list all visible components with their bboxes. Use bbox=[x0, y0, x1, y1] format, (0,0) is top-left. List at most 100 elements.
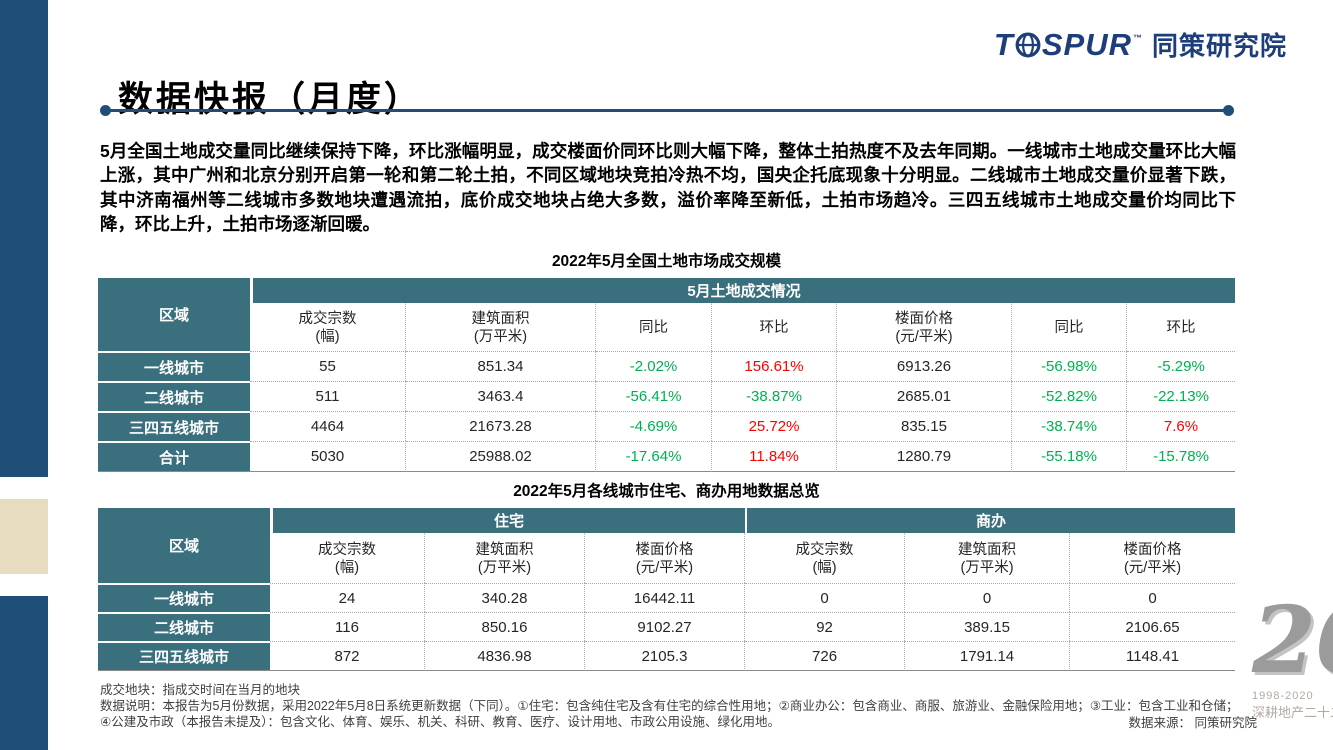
cell: 116 bbox=[270, 612, 425, 641]
col-header: 成交宗数 (幅) bbox=[270, 533, 425, 583]
table2-title: 2022年5月各线城市住宅、商办用地数据总览 bbox=[513, 483, 820, 500]
cell: 0 bbox=[745, 583, 906, 612]
col-header: 建筑面积 (万平米) bbox=[905, 533, 1071, 583]
anniversary-watermark: 20 1998-2020 深耕地产二十二年 bbox=[1252, 592, 1333, 721]
cell: -15.78% bbox=[1127, 441, 1236, 472]
cell: 16442.11 bbox=[585, 583, 746, 612]
cell: 25988.02 bbox=[406, 441, 596, 472]
cell: -38.87% bbox=[712, 381, 837, 411]
table1-group-header: 5月土地成交情况 bbox=[250, 278, 1236, 303]
cell: -2.02% bbox=[596, 351, 712, 381]
cell: 1791.14 bbox=[905, 641, 1071, 671]
cell: -5.29% bbox=[1127, 351, 1236, 381]
trademark-mark: ™ bbox=[1132, 32, 1143, 43]
cell: 2685.01 bbox=[837, 381, 1012, 411]
cell: 726 bbox=[745, 641, 906, 671]
sidebar-navy-top bbox=[0, 0, 48, 477]
cell: 0 bbox=[1070, 583, 1236, 612]
cell: 156.61% bbox=[712, 351, 837, 381]
cell: 4464 bbox=[250, 411, 406, 441]
cell: 1280.79 bbox=[837, 441, 1012, 472]
cell: 5030 bbox=[250, 441, 406, 472]
row-label: 二线城市 bbox=[98, 612, 270, 641]
sidebar-navy-bottom bbox=[0, 596, 48, 750]
watermark-years: 1998-2020 bbox=[1252, 690, 1314, 702]
row-label: 三四五线城市 bbox=[98, 411, 250, 441]
col-header: 成交宗数 (幅) bbox=[745, 533, 906, 583]
col-header: 建筑面积 (万平米) bbox=[425, 533, 585, 583]
national-land-table: 区域 5月土地成交情况 成交宗数 (幅) 建筑面积 (万平米) 同比 环比 楼面… bbox=[98, 278, 1236, 472]
tospur-wordmark: T SPUR ™ bbox=[994, 27, 1143, 63]
row-label: 一线城市 bbox=[98, 351, 250, 381]
watermark-20-logo: 20 bbox=[1252, 586, 1333, 694]
cell: 6913.26 bbox=[837, 351, 1012, 381]
residential-group-header: 住宅 bbox=[270, 508, 746, 533]
watermark-slogan: 深耕地产二十二年 bbox=[1252, 705, 1333, 720]
cell: -17.64% bbox=[596, 441, 712, 472]
col-header: 成交宗数 (幅) bbox=[250, 303, 406, 351]
table1-title: 2022年5月全国土地市场成交规模 bbox=[551, 253, 782, 270]
cell: 24 bbox=[270, 583, 425, 612]
row-label: 合计 bbox=[98, 441, 250, 472]
table1-region-header: 区域 bbox=[98, 278, 250, 351]
sidebar-beige-square bbox=[0, 499, 48, 574]
footnotes: 成交地块：指成交时间在当月的地块 数据说明：本报告为5月份数据，采用2022年5… bbox=[100, 682, 1260, 730]
cell: 9102.27 bbox=[585, 612, 746, 641]
cell: 0 bbox=[905, 583, 1071, 612]
logo-cn-name: 同策研究院 bbox=[1151, 31, 1287, 61]
cell: -52.82% bbox=[1012, 381, 1127, 411]
tier-city-table-block: 2022年5月各线城市住宅、商办用地数据总览 区域 住宅 商办 成交宗数 (幅)… bbox=[98, 479, 1236, 671]
cell: 872 bbox=[270, 641, 425, 671]
row-label: 一线城市 bbox=[98, 583, 270, 612]
cell: 3463.4 bbox=[406, 381, 596, 411]
logo-letter-t: T bbox=[993, 26, 1014, 62]
col-header: 建筑面积 (万平米) bbox=[406, 303, 596, 351]
cell: 55 bbox=[250, 351, 406, 381]
footnote-line: 数据说明：本报告为5月份数据，采用2022年5月8日系统更新数据（下同）。①住宅… bbox=[100, 699, 1239, 713]
cell: -4.69% bbox=[596, 411, 712, 441]
table-row: 一线城市 55 851.34 -2.02% 156.61% 6913.26 -5… bbox=[98, 351, 1236, 381]
footnote-line: ④公建及市政（本报告未提及）：包含文化、体育、娱乐、机关、科研、教育、医疗、设计… bbox=[100, 715, 780, 729]
table-row-total: 合计 5030 25988.02 -17.64% 11.84% 1280.79 … bbox=[98, 441, 1236, 472]
cell: -55.18% bbox=[1012, 441, 1127, 472]
cell: 835.15 bbox=[837, 411, 1012, 441]
title-underline bbox=[100, 105, 1234, 116]
cell: -56.41% bbox=[596, 381, 712, 411]
cell: -22.13% bbox=[1127, 381, 1236, 411]
cell: 11.84% bbox=[712, 441, 837, 472]
cell: 2105.3 bbox=[585, 641, 746, 671]
tospur-logo: T SPUR ™ 同策研究院 bbox=[994, 26, 1287, 63]
intro-paragraph: 5月全国土地成交量同比继续保持下降，环比涨幅明显，成交楼面价同环比则大幅下降，整… bbox=[100, 140, 1236, 235]
cell: 25.72% bbox=[712, 411, 837, 441]
tier-city-table: 区域 住宅 商办 成交宗数 (幅) 建筑面积 (万平米) 楼面价格 (元/平米)… bbox=[98, 508, 1236, 671]
cell: 7.6% bbox=[1127, 411, 1236, 441]
data-source: 数据来源： 同策研究院 bbox=[1128, 716, 1257, 730]
col-header: 楼面价格 (元/平米) bbox=[585, 533, 746, 583]
cell: 850.16 bbox=[425, 612, 585, 641]
cell: 4836.98 bbox=[425, 641, 585, 671]
table-row: 一线城市 24 340.28 16442.11 0 0 0 bbox=[98, 583, 1236, 612]
col-header: 楼面价格 (元/平米) bbox=[1070, 533, 1236, 583]
col-header: 环比 bbox=[1127, 303, 1236, 351]
col-header: 楼面价格 (元/平米) bbox=[837, 303, 1012, 351]
row-label: 二线城市 bbox=[98, 381, 250, 411]
logo-letters-spur: SPUR bbox=[1041, 26, 1132, 62]
page-title: 数据快报（月度） bbox=[118, 80, 423, 120]
cell: 511 bbox=[250, 381, 406, 411]
globe-icon bbox=[1015, 32, 1041, 57]
col-header: 同比 bbox=[596, 303, 712, 351]
table2-region-header: 区域 bbox=[98, 508, 270, 583]
col-header: 环比 bbox=[712, 303, 837, 351]
cell: -38.74% bbox=[1012, 411, 1127, 441]
cell: -56.98% bbox=[1012, 351, 1127, 381]
table-row: 三四五线城市 872 4836.98 2105.3 726 1791.14 11… bbox=[98, 641, 1236, 671]
cell: 851.34 bbox=[406, 351, 596, 381]
table-row: 二线城市 511 3463.4 -56.41% -38.87% 2685.01 … bbox=[98, 381, 1236, 411]
commercial-group-header: 商办 bbox=[745, 508, 1236, 533]
cell: 1148.41 bbox=[1070, 641, 1236, 671]
cell: 2106.65 bbox=[1070, 612, 1236, 641]
cell: 340.28 bbox=[425, 583, 585, 612]
cell: 92 bbox=[745, 612, 906, 641]
national-land-table-block: 2022年5月全国土地市场成交规模 区域 5月土地成交情况 成交宗数 (幅) 建… bbox=[98, 249, 1236, 472]
table-row: 三四五线城市 4464 21673.28 -4.69% 25.72% 835.1… bbox=[98, 411, 1236, 441]
